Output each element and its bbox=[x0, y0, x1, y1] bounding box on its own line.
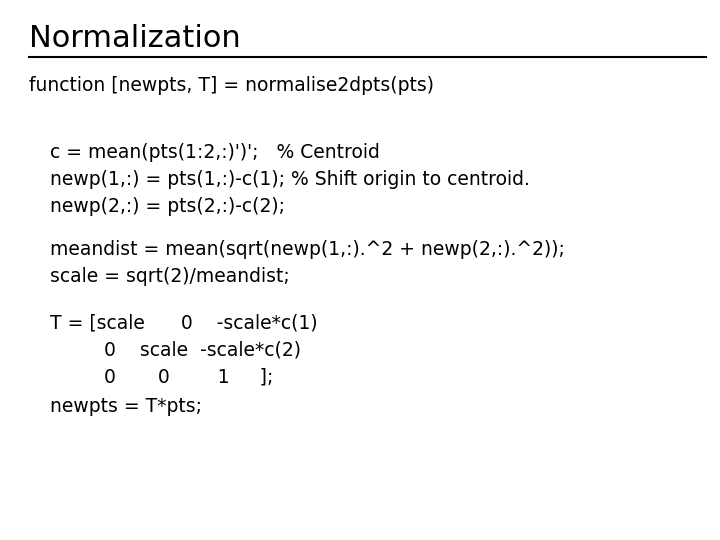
Text: 0       0        1     ];: 0 0 1 ]; bbox=[50, 367, 274, 386]
Text: newpts = T*pts;: newpts = T*pts; bbox=[50, 397, 202, 416]
Text: meandist = mean(sqrt(newp(1,:).^2 + newp(2,:).^2));: meandist = mean(sqrt(newp(1,:).^2 + newp… bbox=[50, 240, 565, 259]
Text: c = mean(pts(1:2,:)')';   % Centroid: c = mean(pts(1:2,:)')'; % Centroid bbox=[50, 143, 380, 162]
Text: newp(2,:) = pts(2,:)-c(2);: newp(2,:) = pts(2,:)-c(2); bbox=[50, 197, 285, 216]
Text: 0    scale  -scale*c(2): 0 scale -scale*c(2) bbox=[50, 340, 302, 359]
Text: T = [scale      0    -scale*c(1): T = [scale 0 -scale*c(1) bbox=[50, 313, 318, 332]
Text: newp(1,:) = pts(1,:)-c(1); % Shift origin to centroid.: newp(1,:) = pts(1,:)-c(1); % Shift origi… bbox=[50, 170, 530, 189]
Text: Normalization: Normalization bbox=[29, 24, 240, 53]
Text: function [newpts, T] = normalise2dpts(pts): function [newpts, T] = normalise2dpts(pt… bbox=[29, 76, 433, 94]
Text: scale = sqrt(2)/meandist;: scale = sqrt(2)/meandist; bbox=[50, 267, 290, 286]
